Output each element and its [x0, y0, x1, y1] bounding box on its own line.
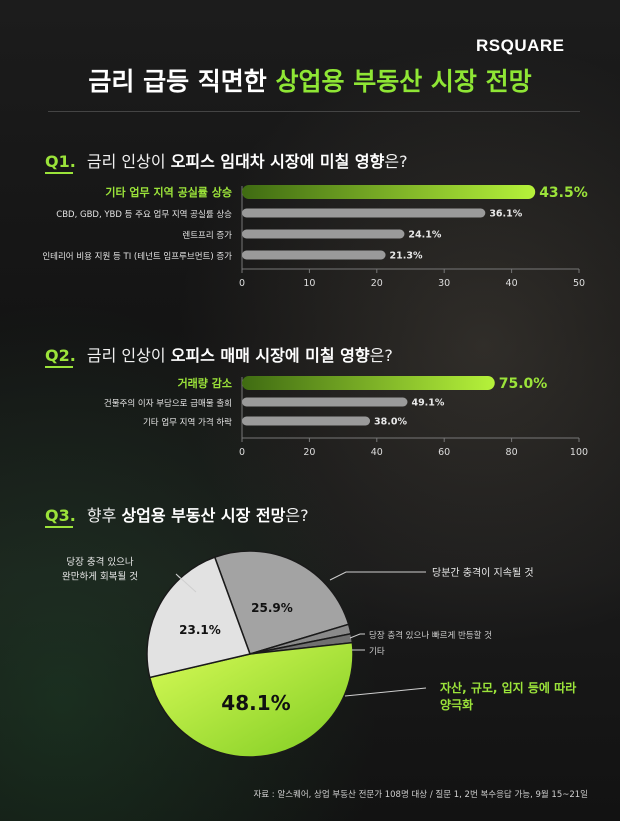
- question-text-pre: 금리 인상이: [86, 152, 166, 171]
- x-tick-label: 40: [371, 447, 383, 458]
- bar: [242, 397, 408, 407]
- page-title: 금리 급등 직면한 상업용 부동산 시장 전망: [0, 62, 620, 98]
- question-1: Q1. 금리 인상이 오피스 임대차 시장에 미칠 영향은?: [45, 148, 408, 174]
- question-text-highlight: 상업용 부동산 시장 전망: [121, 506, 286, 525]
- bar: [242, 208, 486, 218]
- source-note: 자료 : 알스퀘어, 상업 부동산 전문가 108명 대상 / 질문 1, 2번…: [253, 790, 588, 800]
- chart-q1: 0 10 20 30 40 50 기타 업무 지역 공실률 상승 43.5% CBD, GBD,…: [42, 185, 588, 289]
- category-label: 거래량 감소: [178, 376, 232, 390]
- slice-label: 당장 충격 있으나 완만하게 회복될 것: [62, 556, 138, 583]
- value-label: 21.3%: [390, 251, 423, 262]
- category-label: 기타 업무 지역 공실률 상승: [105, 185, 232, 199]
- question-underline: [45, 172, 73, 174]
- category-label: 인테리어 비용 지원 등 TI (테넌트 임프루브먼트) 증가: [42, 251, 232, 262]
- title-part-2: 상업용 부동산 시장 전망: [275, 67, 532, 96]
- value-label: 43.5%: [539, 185, 588, 201]
- question-underline: [45, 526, 73, 528]
- value-label: 49.1%: [411, 398, 444, 409]
- title-part-1: 금리 급등 직면한: [88, 67, 267, 96]
- question-text-post: 은?: [285, 506, 309, 525]
- question-number: Q3.: [45, 506, 76, 525]
- x-tick-label: 80: [506, 447, 518, 458]
- value-label: 38.0%: [374, 417, 407, 428]
- question-number: Q1.: [45, 152, 76, 171]
- x-tick-label: 50: [573, 278, 585, 289]
- leader-line: [329, 571, 426, 581]
- bar: [242, 416, 371, 426]
- slice-label: 자산, 규모, 입지 등에 따라 양극화: [440, 680, 576, 712]
- value-label: 75.0%: [499, 376, 548, 392]
- value-label: 24.1%: [408, 230, 441, 241]
- chart-q2: 0 20 40 60 80 100 거래량 감소 75.0% 건물주의 이자 부담으로 급매물 …: [104, 376, 588, 458]
- x-tick-label: 100: [570, 447, 588, 458]
- x-tick-label: 10: [303, 278, 315, 289]
- category-label: CBD, GBD, YBD 등 주요 업무 지역 공실률 상승: [56, 209, 232, 220]
- bar: [242, 250, 386, 260]
- x-tick-label: 20: [303, 447, 315, 458]
- slice-value-label: 23.1%: [179, 623, 221, 637]
- question-text-highlight: 오피스 임대차 시장에 미칠 영향: [170, 152, 385, 171]
- bar: [242, 229, 405, 239]
- category-label: 렌트프리 증가: [182, 230, 232, 241]
- x-tick-label: 20: [371, 278, 383, 289]
- question-text-highlight: 오피스 매매 시장에 미칠 영향: [170, 346, 370, 365]
- slice-label: 당분간 충격이 지속될 것: [432, 566, 534, 579]
- question-text-pre: 금리 인상이: [86, 346, 166, 365]
- value-label: 36.1%: [489, 209, 522, 220]
- x-tick-label: 30: [438, 278, 450, 289]
- bar: [242, 376, 495, 390]
- x-tick-label: 40: [506, 278, 518, 289]
- category-label: 기타 업무 지역 가격 하락: [143, 417, 232, 428]
- question-3: Q3. 향후 상업용 부동산 시장 전망은?: [45, 502, 309, 528]
- slice-label: 당장 충격 있으나 빠르게 반등할 것: [369, 630, 492, 641]
- category-label: 건물주의 이자 부담으로 급매물 출회: [104, 398, 232, 409]
- slice-value-label: 25.9%: [251, 601, 293, 615]
- leader-line: [175, 573, 197, 593]
- slice-value-label: 48.1%: [221, 691, 290, 715]
- title-divider: [48, 111, 580, 112]
- question-underline: [45, 366, 73, 368]
- question-text-post: 은?: [384, 152, 408, 171]
- chart-q3: 25.9% 48.1% 23.1% 당분간 충격이 지속될 것당장 충격 있으나 빠르…: [62, 550, 576, 758]
- question-text-pre: 향후: [86, 506, 117, 525]
- brand-logo: RSQUARE: [476, 36, 565, 55]
- pie-slice: [213, 550, 350, 655]
- question-text-post: 은?: [369, 346, 393, 365]
- x-tick-label: 0: [239, 278, 245, 289]
- bar: [242, 185, 536, 199]
- leader-line: [344, 687, 427, 697]
- question-number: Q2.: [45, 346, 76, 365]
- pie-slice: [148, 641, 354, 758]
- x-tick-label: 0: [239, 447, 245, 458]
- question-2: Q2. 금리 인상이 오피스 매매 시장에 미칠 영향은?: [45, 342, 393, 368]
- pie-slice: [146, 556, 251, 679]
- x-tick-label: 60: [438, 447, 450, 458]
- slice-label: 기타: [369, 647, 385, 657]
- leader-line: [349, 633, 365, 639]
